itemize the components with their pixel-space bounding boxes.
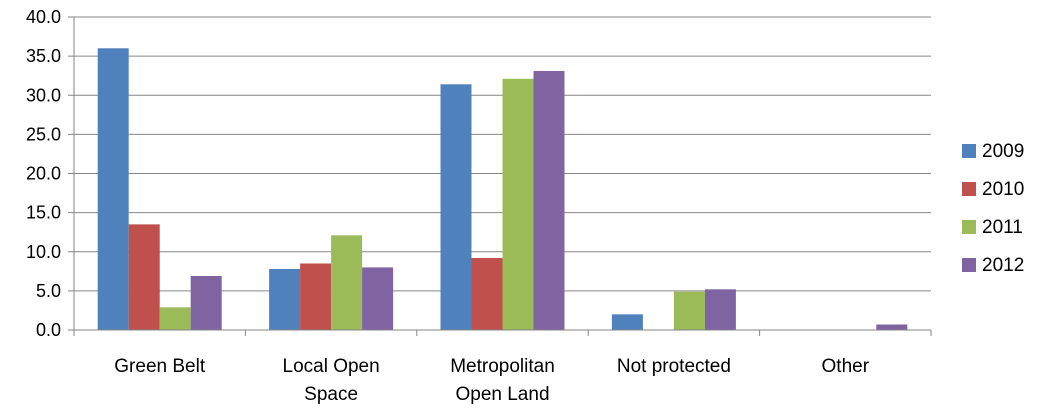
legend-swatch-2010 bbox=[962, 182, 976, 196]
y-tick-label: 25.0 bbox=[26, 124, 61, 144]
x-category-label: Local Open bbox=[283, 356, 380, 377]
bar-2009 bbox=[269, 268, 301, 330]
bar-2009 bbox=[440, 84, 472, 330]
bar-2010 bbox=[300, 263, 332, 330]
legend-swatch-2009 bbox=[962, 144, 976, 158]
y-tick-label: 30.0 bbox=[26, 85, 61, 105]
y-tick-label: 15.0 bbox=[26, 203, 61, 223]
bar-2010 bbox=[128, 224, 160, 330]
bar-2011 bbox=[331, 235, 363, 330]
x-category-label: Open Land bbox=[455, 384, 549, 405]
x-category-label: Metropolitan bbox=[450, 356, 555, 377]
y-tick-label: 40.0 bbox=[26, 7, 61, 27]
bar-2011 bbox=[159, 307, 191, 330]
x-axis-category-labels: Green Belt Local Open Space Metropolitan Ope… bbox=[114, 356, 869, 405]
y-tick-label: 10.0 bbox=[26, 242, 61, 262]
legend: 2009 2010 2011 2012 bbox=[962, 141, 1024, 276]
x-category-label: Other bbox=[822, 356, 870, 377]
y-tick-label: 0.0 bbox=[36, 320, 61, 340]
bar-2012 bbox=[362, 267, 394, 330]
x-category-label: Not protected bbox=[617, 356, 731, 377]
bar-2011 bbox=[502, 78, 534, 330]
axes bbox=[68, 16, 932, 336]
bar-2012 bbox=[704, 289, 736, 330]
bar-2009 bbox=[97, 48, 129, 331]
legend-label-2009: 2009 bbox=[982, 141, 1024, 162]
legend-label-2010: 2010 bbox=[982, 179, 1024, 200]
bar-2011 bbox=[673, 291, 705, 330]
bar-2009 bbox=[611, 314, 643, 330]
y-tick-label: 35.0 bbox=[26, 46, 61, 66]
bar-2012 bbox=[190, 276, 222, 330]
bars bbox=[97, 48, 908, 331]
bar-2010 bbox=[471, 258, 503, 330]
legend-label-2011: 2011 bbox=[982, 217, 1023, 238]
bar-2012 bbox=[533, 70, 565, 331]
y-tick-label: 5.0 bbox=[36, 281, 61, 301]
x-category-label: Green Belt bbox=[114, 356, 206, 377]
legend-label-2012: 2012 bbox=[982, 255, 1024, 276]
legend-swatch-2011 bbox=[962, 220, 976, 234]
x-category-label: Space bbox=[304, 384, 358, 405]
y-tick-label: 20.0 bbox=[26, 164, 61, 184]
y-axis-tick-labels: 0.0 5.0 10.0 15.0 20.0 25.0 30.0 35.0 40.0 bbox=[26, 7, 61, 340]
bar-2012 bbox=[876, 324, 908, 330]
legend-swatch-2012 bbox=[962, 258, 976, 272]
